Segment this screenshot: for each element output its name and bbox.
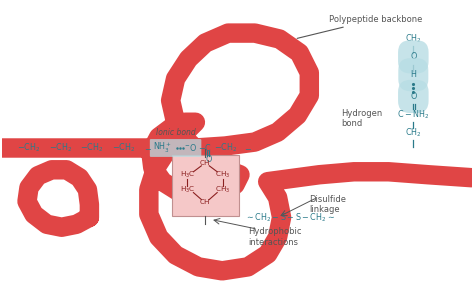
Text: $-\mathregular{CH}_2$: $-\mathregular{CH}_2$: [81, 142, 104, 154]
Text: $\mathregular{CH_3}$: $\mathregular{CH_3}$: [216, 170, 231, 180]
Text: Hydrophobic
interactions: Hydrophobic interactions: [248, 227, 301, 247]
FancyBboxPatch shape: [150, 139, 201, 157]
Text: $-\mathregular{C}$: $-\mathregular{C}$: [198, 142, 212, 153]
Text: Polypeptide backbone: Polypeptide backbone: [297, 15, 422, 38]
Text: $-$: $-$: [244, 143, 252, 153]
Text: O: O: [410, 92, 417, 101]
Text: $\mathregular{H_3C}$: $\mathregular{H_3C}$: [180, 170, 195, 180]
Text: $-\mathregular{CH}_2$: $-\mathregular{CH}_2$: [17, 142, 40, 154]
Text: $\mathregular{CH}_2$: $\mathregular{CH}_2$: [405, 127, 422, 139]
Text: H: H: [410, 70, 416, 79]
Text: $\mathregular{H_3C}$: $\mathregular{H_3C}$: [180, 184, 195, 195]
Text: $-$: $-$: [144, 143, 152, 153]
Text: O: O: [410, 52, 417, 61]
FancyBboxPatch shape: [172, 155, 239, 216]
Text: $\mathregular{NH}_3^+$: $\mathregular{NH}_3^+$: [153, 141, 172, 155]
Text: Disulfide
linkage: Disulfide linkage: [310, 195, 346, 214]
Text: $\mathregular{CH}_2$: $\mathregular{CH}_2$: [405, 33, 422, 45]
Text: $\mathregular{CH_3}$: $\mathregular{CH_3}$: [216, 184, 231, 195]
Text: $\mathsf{\sim CH_2-S-S-CH_2\sim}$: $\mathsf{\sim CH_2-S-S-CH_2\sim}$: [245, 211, 335, 224]
Text: Ionic bond: Ionic bond: [155, 128, 195, 137]
Text: $^{-}\mathregular{O}$: $^{-}\mathregular{O}$: [184, 142, 197, 153]
Text: $\mathregular{C}-\mathregular{NH}_2$: $\mathregular{C}-\mathregular{NH}_2$: [397, 108, 429, 121]
Text: $-\mathregular{CH}_2$: $-\mathregular{CH}_2$: [112, 142, 136, 154]
Text: O: O: [205, 155, 211, 164]
Text: Hydrogen
bond: Hydrogen bond: [341, 109, 382, 128]
Text: $-\mathregular{CH}_2$: $-\mathregular{CH}_2$: [49, 142, 72, 154]
Text: CH: CH: [200, 199, 210, 206]
Text: CH: CH: [200, 160, 210, 166]
Text: $-\mathregular{CH}_2$: $-\mathregular{CH}_2$: [214, 142, 237, 154]
